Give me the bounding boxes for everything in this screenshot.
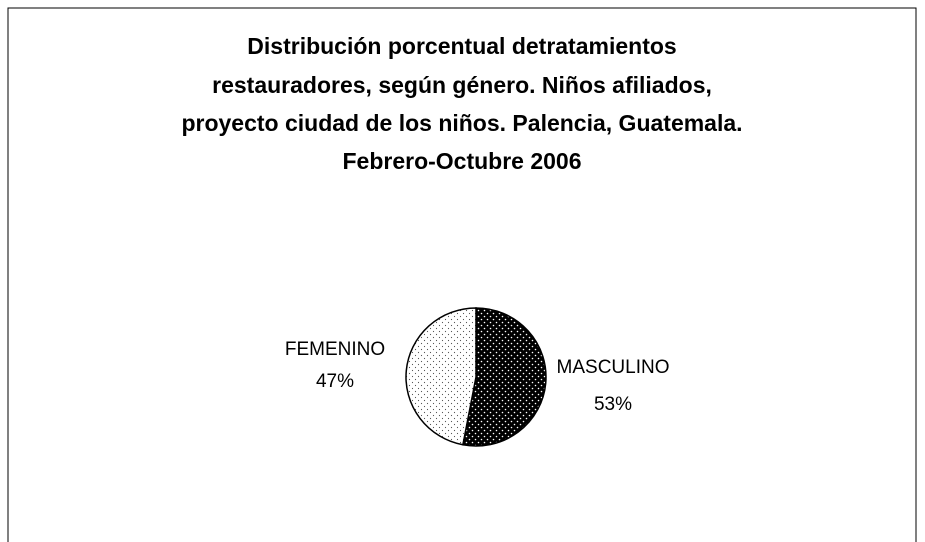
chart-title: proyecto ciudad de los niños. Palencia, … xyxy=(181,110,742,136)
pie-slice xyxy=(405,307,477,446)
slice-label: MASCULINO xyxy=(557,357,670,378)
slice-value: 53% xyxy=(594,394,632,415)
frame xyxy=(7,7,917,542)
chart-title: Distribución porcentual detratamientos xyxy=(247,33,676,59)
chart-title: restauradores, según género. Niños afili… xyxy=(212,72,712,98)
slice-value: 47% xyxy=(316,371,354,392)
slice-label: FEMENINO xyxy=(285,339,385,360)
pie-slice xyxy=(462,307,547,447)
chart-title: Febrero-Octubre 2006 xyxy=(342,148,581,174)
